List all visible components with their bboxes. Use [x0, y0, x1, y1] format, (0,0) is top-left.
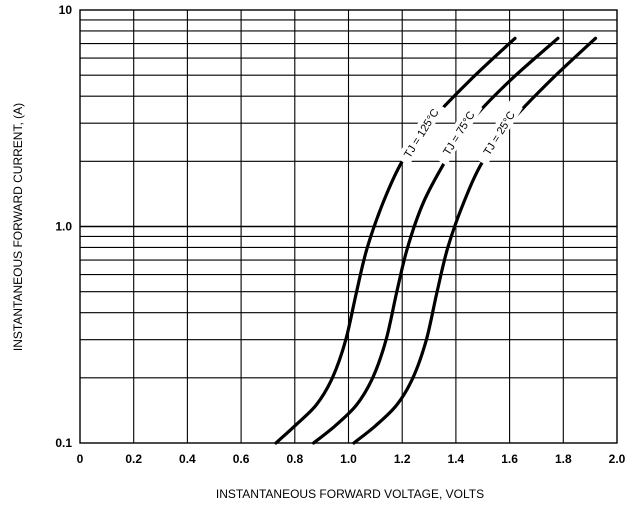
x-tick-label: 0 — [77, 452, 84, 466]
plot-frame — [79, 9, 618, 444]
x-tick-label: 1.2 — [394, 452, 411, 466]
x-tick-labels: 0 0.2 0.4 0.6 0.8 1.0 1.2 1.4 1.6 1.8 2.0 — [77, 452, 626, 466]
curve-3 — [352, 36, 598, 445]
y-tick-label: 10 — [59, 3, 73, 17]
curve-2 — [312, 36, 560, 445]
curve-label-backing — [474, 100, 523, 166]
curve-label-text: TJ = 125°C — [402, 107, 442, 160]
x-tick-label: 0.4 — [179, 452, 196, 466]
x-tick-label: 2.0 — [609, 452, 626, 466]
x-tick-label: 1.6 — [501, 452, 518, 466]
y-tick-labels: 0.1 1.0 10 — [55, 3, 72, 450]
y-tick-label: 1.0 — [55, 220, 72, 234]
y-axis-title: INSTANTANEOUS FORWARD CURRENT, (A) — [11, 103, 25, 351]
x-tick-label: 1.0 — [340, 452, 357, 466]
x-tick-label: 0.8 — [286, 452, 303, 466]
curve-label-backing — [396, 100, 445, 166]
curve-labels: TJ = 125°C TJ = 75°C TJ = 25°C — [396, 100, 523, 166]
curve-label-backing — [433, 100, 483, 166]
x-tick-label: 0.6 — [233, 452, 250, 466]
x-tick-label: 0.2 — [125, 452, 142, 466]
x-axis-title: INSTANTANEOUS FORWARD VOLTAGE, VOLTS — [216, 487, 484, 501]
x-tick-label: 1.8 — [555, 452, 572, 466]
curves — [274, 36, 598, 445]
grid — [80, 10, 617, 443]
curve-1 — [274, 36, 517, 445]
x-tick-label: 1.4 — [448, 452, 465, 466]
y-tick-label: 0.1 — [55, 436, 72, 450]
